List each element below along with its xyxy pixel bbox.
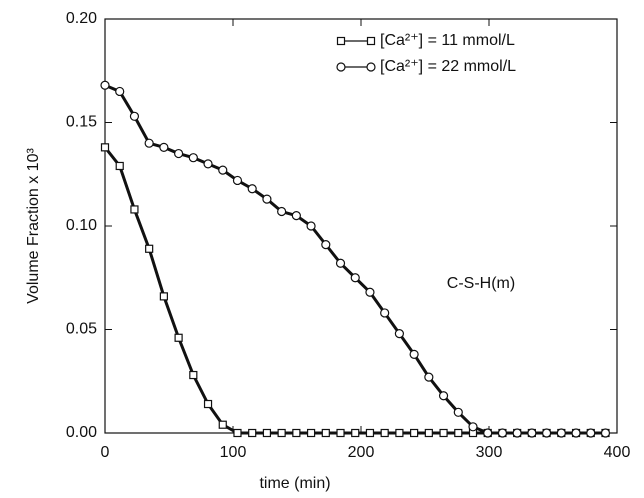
square-marker xyxy=(454,428,463,438)
square-marker xyxy=(321,428,330,438)
plot-frame xyxy=(104,18,618,434)
series-line xyxy=(104,83,606,435)
circle-marker xyxy=(203,159,213,169)
circle-marker xyxy=(424,372,434,382)
circle-marker xyxy=(380,308,390,318)
square-marker xyxy=(159,292,168,301)
circle-marker xyxy=(306,221,316,231)
y-axis-label: Volume Fraction x 10³ xyxy=(25,148,42,304)
circle-marker xyxy=(188,153,198,163)
x-axis-label: time (min) xyxy=(259,475,330,492)
square-marker xyxy=(336,428,345,438)
square-marker xyxy=(439,428,448,438)
circle-marker xyxy=(586,428,596,438)
circle-marker xyxy=(394,329,404,339)
circle-marker xyxy=(571,428,581,438)
square-marker xyxy=(306,428,316,438)
circle-marker xyxy=(129,111,140,121)
circle-marker xyxy=(115,86,125,97)
square-marker xyxy=(424,428,433,438)
square-marker xyxy=(203,399,213,409)
y-tick-label: 0.10 xyxy=(66,217,97,234)
x-tick-label: 0 xyxy=(101,444,110,461)
square-marker xyxy=(189,370,198,380)
circle-marker xyxy=(409,349,419,359)
circle-marker xyxy=(335,258,346,268)
circle-marker xyxy=(277,206,287,217)
x-tick-label: 200 xyxy=(348,444,375,461)
square-marker xyxy=(395,428,404,438)
circle-marker xyxy=(483,428,493,438)
square-marker xyxy=(277,428,286,438)
y-tick-label: 0.20 xyxy=(66,10,97,27)
circle-marker xyxy=(600,428,611,438)
square-marker xyxy=(145,244,154,253)
square-marker xyxy=(218,420,227,429)
circle-marker xyxy=(556,428,566,438)
series-line xyxy=(103,146,606,435)
circle-marker xyxy=(512,428,522,438)
y-tick-label: 0.00 xyxy=(66,424,97,441)
circle-marker xyxy=(100,80,110,90)
x-tick-label: 300 xyxy=(476,444,503,461)
y-tick-label: 0.05 xyxy=(66,321,97,338)
circle-marker xyxy=(365,287,375,297)
circle-marker xyxy=(174,148,184,159)
circle-marker xyxy=(291,211,301,221)
y-tick-label: 0.15 xyxy=(66,114,97,131)
square-marker xyxy=(351,428,360,438)
circle-marker xyxy=(497,428,508,438)
circle-marker xyxy=(159,142,169,152)
circle-marker xyxy=(247,184,257,194)
circle-marker xyxy=(262,194,272,204)
circle-marker xyxy=(366,62,376,72)
square-marker xyxy=(262,428,272,438)
circle-marker xyxy=(321,240,331,250)
x-tick-label: 400 xyxy=(604,444,631,461)
circle-marker xyxy=(541,428,552,438)
legend-label: [Ca²⁺] = 11 mmol/L xyxy=(380,32,515,49)
circle-marker xyxy=(218,165,228,175)
square-marker xyxy=(336,36,346,46)
square-marker xyxy=(100,143,110,152)
square-marker xyxy=(233,428,242,438)
square-marker xyxy=(292,428,301,438)
square-marker xyxy=(174,333,183,342)
legend-label: [Ca²⁺] = 22 mmol/L xyxy=(380,58,516,75)
circle-marker xyxy=(144,138,154,148)
square-marker xyxy=(366,36,376,46)
circle-marker xyxy=(350,273,360,283)
square-marker xyxy=(248,428,257,438)
circle-marker xyxy=(336,62,346,72)
circle-marker xyxy=(438,391,449,401)
circle-marker xyxy=(232,175,243,186)
square-marker xyxy=(365,428,375,438)
circle-marker xyxy=(453,407,463,417)
square-marker xyxy=(115,161,124,171)
circle-marker xyxy=(527,428,537,438)
square-marker xyxy=(130,205,139,214)
x-tick-label: 100 xyxy=(220,444,247,461)
square-marker xyxy=(410,428,419,438)
circle-marker xyxy=(468,422,478,432)
square-marker xyxy=(380,428,389,438)
annotation: C-S-H(m) xyxy=(447,275,515,292)
